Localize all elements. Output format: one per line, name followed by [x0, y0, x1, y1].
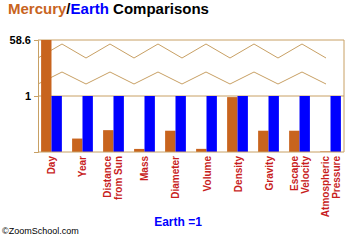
x-tick-label-line: Day [46, 156, 57, 175]
x-axis-title: Earth =1 [154, 215, 202, 229]
x-tick-label: EscapeVelocity [289, 156, 311, 194]
annotation: ©ZoomSchool.com [2, 226, 79, 236]
bar [300, 96, 310, 152]
y-tick: 58.6 [10, 34, 38, 46]
bar [227, 97, 237, 152]
bar [175, 96, 185, 152]
x-tick-label-line: Atmospheric [320, 156, 331, 218]
frame [344, 40, 345, 152]
bars [41, 40, 341, 152]
x-tick-label-line: Diameter [170, 156, 181, 199]
x-tick-label-line: Density [233, 156, 244, 193]
x-tick-label-line: Pressure [331, 156, 342, 199]
x-tick-label: Diameter [170, 156, 181, 199]
title: Mercury/Earth Comparisons [8, 0, 209, 17]
y-tick-label: 58.6 [10, 34, 31, 46]
y-axis-line [34, 41, 39, 153]
x-tick-label-line: from Sun [113, 156, 124, 200]
bar [41, 40, 51, 152]
x-tick-label-line: Velocity [300, 156, 311, 194]
x-tick-label-line: Year [77, 156, 88, 177]
x-tick-label-line: Gravity [264, 156, 275, 191]
bar [103, 130, 113, 152]
axis-break [38, 44, 326, 58]
baseline [38, 152, 344, 153]
title-part: Comparisons [109, 0, 209, 17]
bar [72, 139, 82, 152]
chart: Mercury/Earth Comparisons158.6DayYearDis… [0, 0, 346, 237]
x-tick-label-line: Escape [289, 156, 300, 191]
title-part: Earth [71, 0, 109, 17]
x-tick-label: Gravity [264, 156, 275, 191]
x-tick-label-line: Mass [139, 156, 150, 181]
y-tick: 1 [25, 90, 38, 102]
grid-line [38, 40, 344, 41]
bar [238, 96, 248, 152]
bar [258, 131, 268, 152]
x-tick-label: Volume [202, 156, 213, 192]
x-tick-label: Year [77, 156, 88, 177]
x-tick-label: Mass [139, 156, 150, 181]
x-tick-label: Day [46, 156, 57, 175]
x-tick-label: Distancefrom Sun [102, 156, 124, 200]
bar [289, 131, 299, 152]
bar [144, 96, 154, 152]
grid [38, 40, 344, 96]
bar [207, 96, 217, 152]
x-tick-label: AtmosphericPressure [320, 156, 342, 218]
x-tick-label-line: Volume [202, 156, 213, 192]
axis-break [38, 72, 326, 84]
y-tick-label: 1 [25, 90, 31, 102]
x-tick-label: Density [233, 156, 244, 193]
y-tick-mark [34, 96, 38, 97]
bar [331, 96, 341, 152]
bar [51, 96, 61, 152]
y-tick-mark [34, 40, 38, 41]
bar [82, 96, 92, 152]
bar [269, 96, 279, 152]
bar [165, 131, 175, 152]
title-part: Mercury [8, 0, 67, 17]
bar [113, 96, 123, 152]
x-tick-label-line: Distance [102, 156, 113, 198]
y-axis: 158.6 [10, 34, 39, 152]
